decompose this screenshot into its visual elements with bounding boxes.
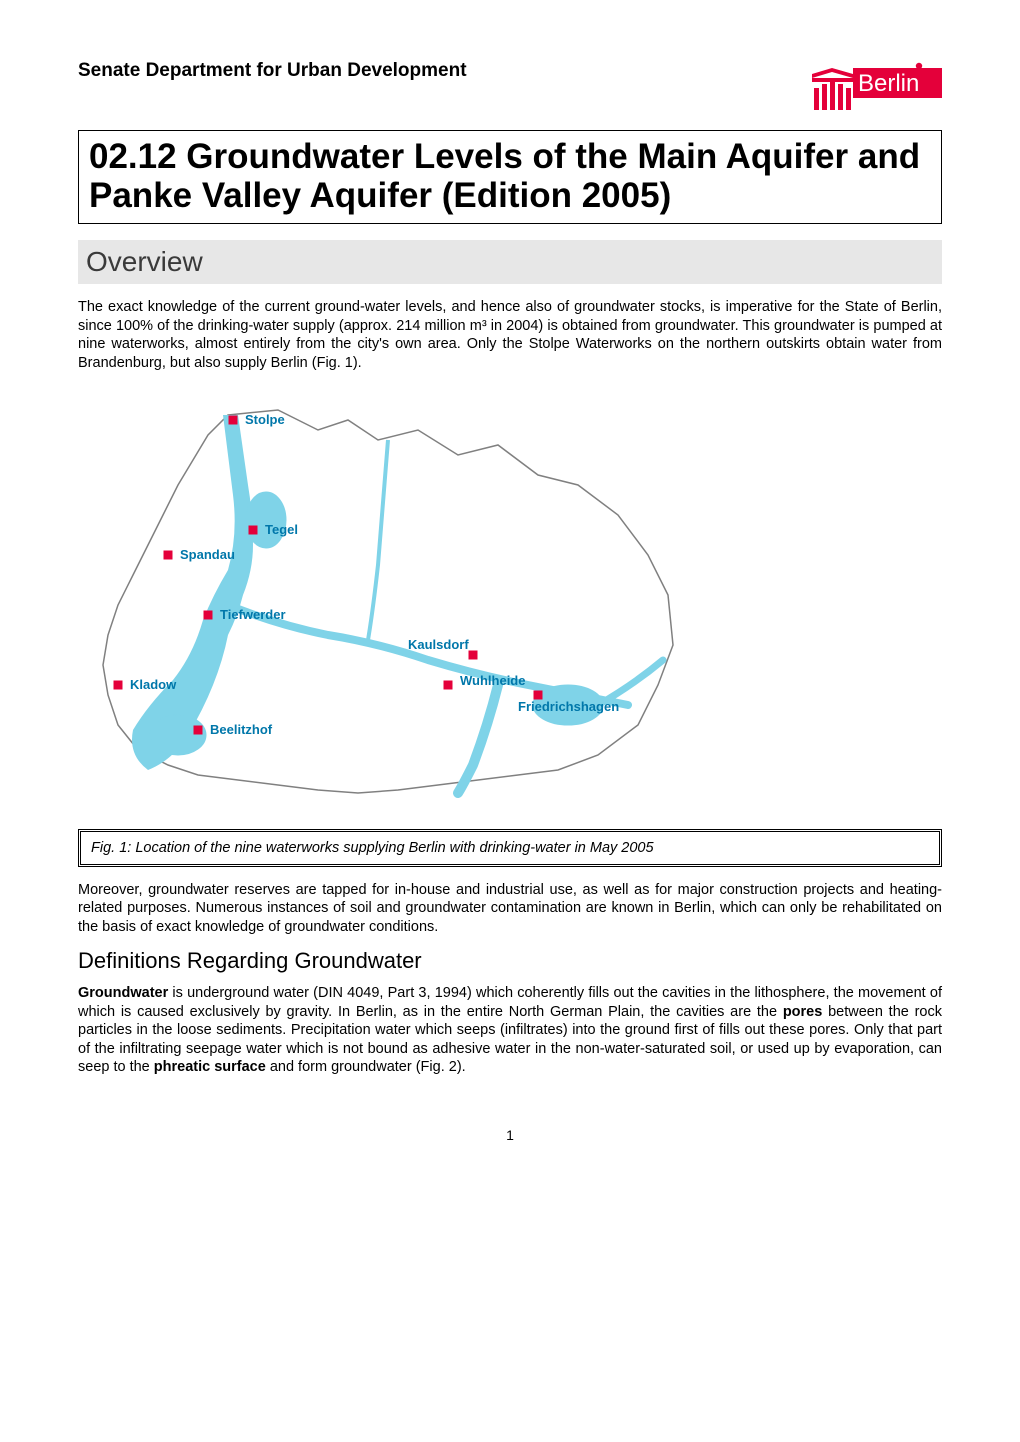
page-header: Senate Department for Urban Development … xyxy=(78,60,942,110)
waterworks-label-friedrichshagen: Friedrichshagen xyxy=(518,699,619,714)
waterworks-marker-wuhlheide xyxy=(444,680,453,689)
figure-1-caption: Fig. 1: Location of the nine waterworks … xyxy=(91,840,929,856)
department-name: Senate Department for Urban Development xyxy=(78,60,467,82)
subheading-definitions: Definitions Regarding Groundwater xyxy=(78,948,942,974)
waterworks-label-stolpe: Stolpe xyxy=(245,412,285,427)
waterworks-marker-beelitzhof xyxy=(194,725,203,734)
berlin-logo-svg: Berlin xyxy=(812,60,942,110)
berlin-waterworks-map: Stolpe Tegel Spandau Tiefwerder Kaulsdorf Wuh… xyxy=(78,385,688,815)
para3-text-3: and form groundwater (Fig. 2). xyxy=(266,1059,466,1075)
para3-bold-2: pores xyxy=(783,1004,823,1020)
waterworks-marker-tegel xyxy=(249,525,258,534)
page-number: 1 xyxy=(78,1127,942,1143)
waterworks-label-beelitzhof: Beelitzhof xyxy=(210,722,273,737)
paragraph-3: Groundwater is underground water (DIN 40… xyxy=(78,984,942,1077)
logo-text: Berlin xyxy=(858,70,919,97)
berlin-logo: Berlin xyxy=(812,60,942,110)
waterworks-label-wuhlheide: Wuhlheide xyxy=(460,673,525,688)
waterworks-label-spandau: Spandau xyxy=(180,547,235,562)
waterworks-marker-kaulsdorf xyxy=(469,650,478,659)
para3-bold-3: phreatic surface xyxy=(154,1059,266,1075)
waterworks-label-tiefwerder: Tiefwerder xyxy=(220,607,286,622)
section-heading-overview: Overview xyxy=(78,240,942,284)
figure-1-caption-box: Fig. 1: Location of the nine waterworks … xyxy=(78,829,942,867)
figure-1: Stolpe Tegel Spandau Tiefwerder Kaulsdorf Wuh… xyxy=(78,385,942,815)
waterworks-marker-tiefwerder xyxy=(204,610,213,619)
waterworks-marker-kladow xyxy=(114,680,123,689)
page-title: 02.12 Groundwater Levels of the Main Aqu… xyxy=(89,137,931,215)
waterworks-label-tegel: Tegel xyxy=(265,522,298,537)
title-box: 02.12 Groundwater Levels of the Main Aqu… xyxy=(78,130,942,224)
paragraph-1: The exact knowledge of the current groun… xyxy=(78,298,942,372)
waterworks-label-kaulsdorf: Kaulsdorf xyxy=(408,637,469,652)
waterworks-marker-spandau xyxy=(164,550,173,559)
waterworks-label-kladow: Kladow xyxy=(130,677,177,692)
paragraph-2: Moreover, groundwater reserves are tappe… xyxy=(78,881,942,937)
para3-bold-1: Groundwater xyxy=(78,985,168,1001)
waterworks-marker-stolpe xyxy=(229,415,238,424)
